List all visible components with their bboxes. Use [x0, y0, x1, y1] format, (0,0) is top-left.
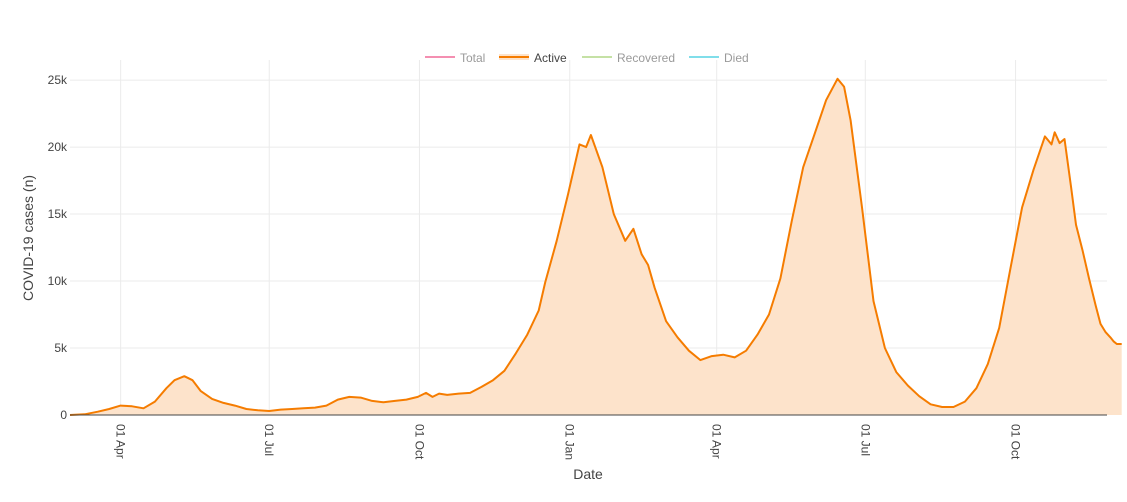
x-tick-label: 01 Jan: [563, 424, 577, 460]
legend-item-died[interactable]: Died: [689, 51, 749, 65]
series-area-active: [70, 78, 1122, 416]
legend-label: Recovered: [617, 51, 675, 65]
x-tick-label: 01 Oct: [412, 424, 426, 460]
y-tick-label: 5k: [54, 341, 68, 355]
legend[interactable]: Total Active Recovered Died: [425, 51, 749, 65]
x-tick-label: 01 Jul: [858, 424, 872, 456]
legend-item-active[interactable]: Active: [499, 51, 567, 65]
x-tick-label: 01 Oct: [1009, 424, 1023, 460]
axes: 0 5k 10k 15k 20k 25k 01 Apr 01 Jul 01 Oct 01 Jan 0…: [48, 73, 1107, 460]
x-tick-label: 01 Apr: [114, 424, 128, 459]
x-tick-label: 01 Apr: [710, 424, 724, 459]
legend-label: Active: [534, 51, 567, 65]
x-tick-label: 01 Jul: [262, 424, 276, 456]
y-tick-label: 10k: [48, 274, 68, 288]
y-tick-label: 15k: [48, 207, 68, 221]
series-area-layer: [69, 77, 1122, 416]
legend-label: Died: [724, 51, 749, 65]
y-axis-title: COVID-19 cases (n): [20, 175, 36, 301]
legend-label: Total: [460, 51, 485, 65]
legend-item-recovered[interactable]: Recovered: [582, 51, 675, 65]
gridlines: [70, 60, 1107, 415]
series-line-active: [69, 77, 1122, 416]
y-tick-label: 0: [60, 408, 67, 422]
x-axis-title: Date: [573, 466, 603, 482]
legend-item-total[interactable]: Total: [425, 51, 485, 65]
y-tick-label: 25k: [48, 73, 68, 87]
y-tick-label: 20k: [48, 140, 68, 154]
